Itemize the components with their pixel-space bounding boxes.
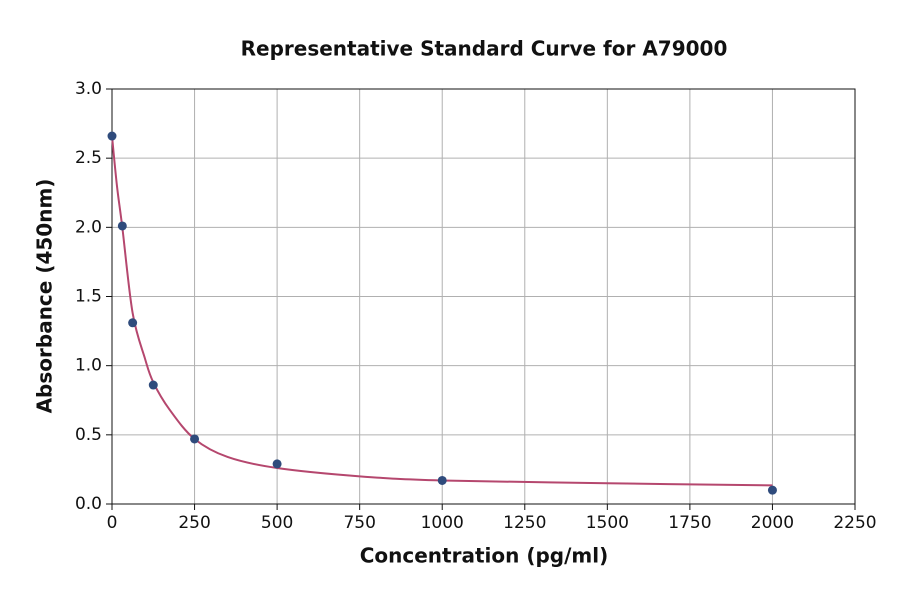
data-point — [767, 485, 777, 495]
y-tick-label: 3.0 — [75, 79, 102, 99]
data-point — [107, 131, 117, 141]
data-point — [117, 221, 127, 231]
y-tick-label: 0.5 — [75, 425, 102, 445]
data-point — [190, 434, 200, 444]
x-axis-label: Concentration (pg/ml) — [360, 544, 609, 568]
x-tick-label: 1500 — [586, 513, 629, 533]
x-tick-label: 2000 — [751, 513, 794, 533]
x-tick-label: 1250 — [503, 513, 546, 533]
y-tick-label: 2.5 — [75, 148, 102, 168]
data-point — [128, 318, 138, 328]
x-tick-label: 1000 — [421, 513, 464, 533]
data-point — [437, 475, 447, 485]
x-tick-label: 2250 — [833, 513, 876, 533]
y-tick-label: 2.0 — [75, 217, 102, 237]
x-tick-label: 500 — [261, 513, 293, 533]
x-tick-label: 750 — [343, 513, 375, 533]
x-tick-label: 0 — [107, 513, 118, 533]
y-tick-label: 1.0 — [75, 356, 102, 376]
y-tick-label: 1.5 — [75, 287, 102, 307]
y-axis-label: Absorbance (450nm) — [33, 179, 57, 414]
x-tick-label: 1750 — [668, 513, 711, 533]
data-point — [272, 459, 282, 469]
data-point — [148, 380, 158, 390]
plot-frame — [111, 88, 856, 505]
x-tick-label: 250 — [178, 513, 210, 533]
chart-title: Representative Standard Curve for A79000 — [241, 37, 728, 61]
y-tick-label: 0.0 — [75, 494, 102, 514]
